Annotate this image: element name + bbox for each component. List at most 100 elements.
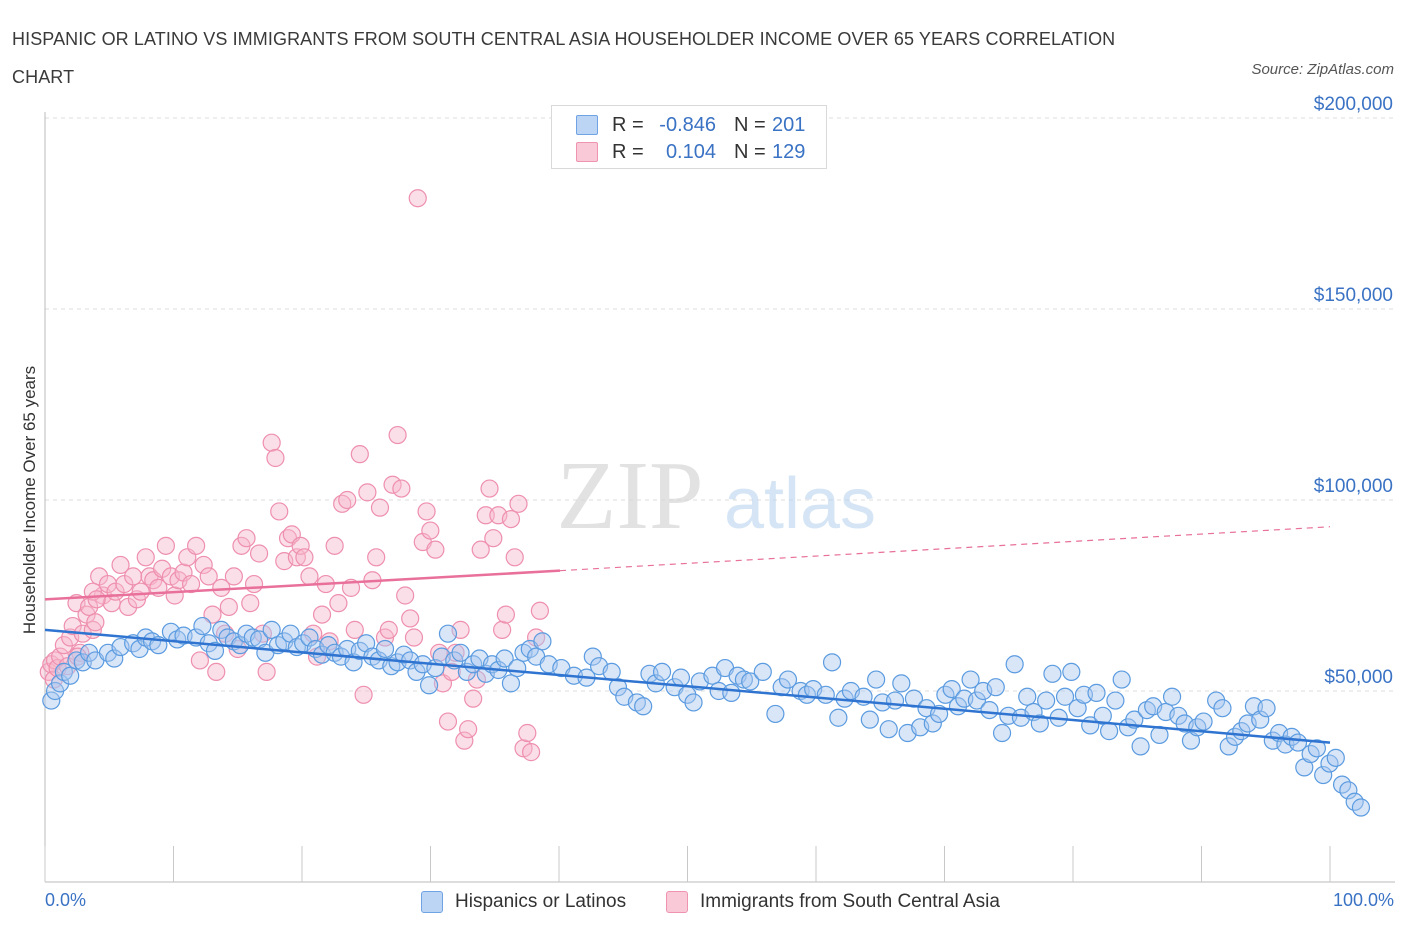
data-point-hispanics [1351, 798, 1371, 817]
data-point-immigrants [471, 540, 490, 559]
data-point-immigrants [455, 731, 474, 750]
data-point-immigrants [262, 433, 281, 452]
data-point-hispanics [992, 723, 1012, 743]
data-point-hispanics [671, 668, 691, 687]
data-point-hispanics [1326, 748, 1345, 767]
data-point-immigrants [464, 689, 483, 708]
data-point-immigrants [86, 613, 105, 632]
data-point-hispanics [583, 647, 602, 666]
stats-legend: R = -0.846 N = 201 R = 0.104 N = 129 [551, 105, 827, 169]
chart-source: Source: ZipAtlas.com [1251, 61, 1394, 78]
data-point-immigrants [295, 548, 314, 567]
data-point-immigrants [480, 479, 499, 498]
data-point-immigrants [421, 521, 440, 540]
data-point-hispanics [1055, 687, 1075, 706]
data-point-hispanics [1314, 765, 1333, 785]
legend-swatch-blue [576, 115, 598, 135]
data-point-hispanics [193, 616, 212, 636]
data-point-hispanics [1112, 670, 1131, 689]
data-point-immigrants [257, 662, 276, 682]
chart-title: HISPANIC OR LATINO VS IMMIGRANTS FROM SO… [12, 29, 1116, 87]
legend-item-immigrants[interactable]: Immigrants from South Central Asia [666, 889, 1000, 915]
data-point-hispanics [1251, 710, 1270, 729]
data-point-immigrants [484, 529, 503, 548]
legend-item-hispanics[interactable]: Hispanics or Latinos [421, 889, 626, 915]
watermark-atlas: atlas [724, 464, 876, 544]
data-point-immigrants [505, 548, 524, 567]
data-point-immigrants [392, 479, 411, 498]
data-point-hispanics [205, 641, 225, 660]
data-point-hispanics [885, 691, 905, 710]
data-point-immigrants [98, 574, 118, 594]
data-point-immigrants [501, 509, 521, 529]
data-point-immigrants [496, 605, 516, 624]
legend-swatch-pink [666, 891, 688, 913]
y-tick-label: $150,000 [1314, 285, 1393, 306]
series-legend: Hispanics or Latinos Immigrants from Sou… [0, 889, 1406, 915]
data-point-hispanics [1087, 683, 1106, 703]
data-point-immigrants [446, 643, 465, 662]
data-point-hispanics [501, 674, 521, 693]
data-point-hispanics [1162, 687, 1182, 706]
data-point-immigrants [476, 506, 495, 525]
trend-line-immigrants-extrapolated [559, 526, 1331, 572]
data-point-hispanics [608, 678, 628, 697]
data-point-hispanics [822, 653, 842, 672]
data-point-immigrants [249, 544, 269, 563]
data-point-hispanics [1043, 664, 1062, 683]
data-point-hispanics [734, 670, 754, 689]
data-point-hispanics [722, 683, 741, 703]
data-point-immigrants [207, 662, 226, 682]
data-point-immigrants [156, 536, 175, 555]
data-point-hispanics [986, 678, 1005, 697]
data-point-immigrants [379, 620, 398, 639]
r-label: R = [612, 140, 644, 163]
data-point-hispanics [451, 643, 470, 662]
data-point-hispanics [961, 670, 980, 689]
data-point-immigrants [396, 586, 415, 605]
data-point-hispanics [652, 662, 672, 682]
data-point-immigrants [367, 548, 386, 567]
data-point-hispanics [1062, 662, 1081, 682]
y-tick-label: $100,000 [1314, 476, 1393, 497]
data-point-hispanics [967, 691, 986, 710]
data-point-hispanics [1106, 691, 1125, 710]
n-value: 129 [772, 140, 806, 163]
data-point-immigrants [417, 502, 436, 521]
r-value: -0.846 [659, 113, 716, 136]
legend-label-hispanics: Hispanics or Latinos [455, 891, 627, 912]
data-point-immigrants [287, 548, 306, 567]
data-point-hispanics [61, 666, 80, 685]
data-point-hispanics [105, 649, 124, 668]
data-point-hispanics [741, 672, 760, 691]
data-point-hispanics [1307, 739, 1326, 758]
data-point-hispanics [42, 691, 61, 710]
data-point-hispanics [860, 710, 879, 729]
data-point-immigrants [203, 605, 222, 624]
data-point-hispanics [438, 624, 458, 643]
r-label: R = [612, 113, 644, 136]
data-point-immigrants [165, 586, 184, 605]
legend-swatch-blue [421, 891, 443, 913]
data-point-immigrants [199, 567, 218, 586]
data-point-immigrants [518, 723, 537, 743]
series-hispanics-points [42, 616, 1371, 817]
axes [44, 112, 1395, 883]
data-point-immigrants [124, 567, 143, 586]
data-point-immigrants [219, 597, 238, 617]
data-point-hispanics [829, 708, 848, 727]
data-point-immigrants [438, 712, 458, 731]
data-point-immigrants [194, 555, 213, 575]
data-point-hispanics [1194, 712, 1213, 731]
data-point-hispanics [778, 670, 798, 689]
data-point-hispanics [375, 639, 395, 659]
data-point-immigrants [509, 494, 528, 513]
y-axis-label: Householder Income Over 65 years [20, 365, 39, 635]
n-label: N = [734, 113, 766, 136]
trend-line-hispanics [44, 628, 1331, 744]
data-point-immigrants [370, 498, 390, 517]
data-point-hispanics [816, 685, 835, 704]
data-point-immigrants [111, 555, 130, 575]
data-point-hispanics [634, 697, 653, 716]
data-point-immigrants [300, 567, 319, 586]
